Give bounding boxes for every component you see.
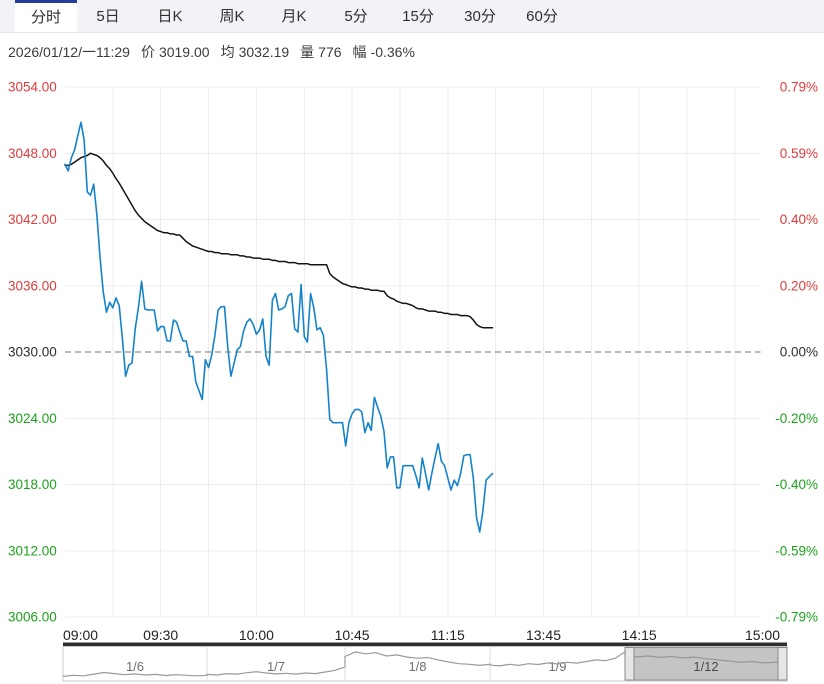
- price-tick-label: 3018.00: [8, 477, 57, 492]
- percent-tick-label: 0.20%: [780, 278, 818, 293]
- tab-minute[interactable]: 分时: [15, 0, 77, 32]
- price-tick-label: 3030.00: [8, 345, 57, 360]
- percent-tick-label: -0.79%: [775, 610, 818, 625]
- price-tick-label: 3012.00: [8, 543, 57, 558]
- percent-tick-label: -0.59%: [775, 543, 818, 558]
- time-tick-label: 14:15: [622, 627, 657, 643]
- percent-tick-label: -0.20%: [775, 411, 818, 426]
- navigator-day-label: 1/9: [548, 659, 566, 674]
- average-line: [64, 152, 494, 329]
- y-axis-right: 0.79% 0.59% 0.40% 0.20% 0.00% -0.20% -0.40% -0.…: [775, 80, 818, 625]
- time-tick-label: 11:15: [431, 627, 465, 643]
- time-tick-label: 09:00: [63, 627, 98, 643]
- quote-datetime: 2026/01/12/一11:29: [8, 44, 130, 60]
- time-tick-label: 15:00: [745, 627, 780, 643]
- navigator-day-label: 1/8: [408, 659, 426, 674]
- range-value: -0.36%: [370, 44, 415, 60]
- quote-price: 价 3019.00: [140, 44, 210, 60]
- nav-handle-right[interactable]: [777, 647, 788, 681]
- percent-tick-label: 0.79%: [780, 80, 818, 95]
- period-tabbar: 分时 5日 日K 周K 月K 5分 15分 30分 60分: [0, 0, 824, 33]
- tab-30min[interactable]: 30分: [464, 8, 496, 25]
- price-tick-label: 3042.00: [8, 212, 57, 227]
- quote-average: 均 3032.19: [220, 44, 290, 60]
- quote-infobar: 2026/01/12/一11:29 价 3019.00 均 3032.19 量 776 幅 -0…: [8, 42, 426, 62]
- percent-tick-label: 0.59%: [780, 146, 818, 161]
- volume-value: 776: [318, 44, 342, 60]
- quote-range: 幅 -0.36%: [352, 44, 415, 60]
- price-line: [64, 121, 494, 533]
- percent-tick-label: 0.00%: [780, 345, 818, 360]
- time-tick-label: 10:00: [239, 627, 274, 643]
- tab-daily-k[interactable]: 日K: [157, 8, 183, 25]
- percent-tick-label: -0.40%: [775, 477, 818, 492]
- avg-value: 3032.19: [238, 44, 290, 60]
- navigator-day-label: 1/7: [267, 659, 285, 674]
- tab-monthly-k[interactable]: 月K: [281, 8, 307, 25]
- price-value: 3019.00: [158, 44, 210, 60]
- navigator-selected-day-label: 1/12: [693, 659, 718, 674]
- tab-weekly-k[interactable]: 周K: [219, 8, 245, 25]
- tab-60min[interactable]: 60分: [526, 8, 558, 25]
- tab-5day[interactable]: 5日: [96, 8, 120, 25]
- time-tick-label: 10:45: [335, 627, 370, 643]
- price-tick-label: 3036.00: [8, 278, 57, 293]
- price-tick-label: 3048.00: [8, 146, 57, 161]
- percent-tick-label: 0.40%: [780, 212, 818, 227]
- quote-volume: 量 776: [300, 44, 342, 60]
- navigator-day-label: 1/6: [126, 659, 144, 674]
- nav-handle-left[interactable]: [624, 647, 635, 681]
- grid: [65, 86, 761, 618]
- y-axis-left: 3054.00 3048.00 3042.00 3036.00 3030.00 3024.…: [8, 80, 57, 625]
- price-tick-label: 3054.00: [8, 80, 57, 95]
- time-tick-label: 09:30: [143, 627, 178, 643]
- navigator: 1/6 1/7 1/8 1/9 1/12: [62, 642, 788, 682]
- x-axis: 09:00 09:30 10:00 10:45 11:15 13:45 14:15 15:00: [63, 627, 780, 643]
- time-tick-label: 13:45: [526, 627, 561, 643]
- tab-5min[interactable]: 5分: [344, 8, 368, 25]
- price-tick-label: 3006.00: [8, 610, 57, 625]
- navigator-top-bar: [63, 642, 787, 646]
- price-tick-label: 3024.00: [8, 411, 57, 426]
- tab-15min[interactable]: 15分: [402, 8, 434, 25]
